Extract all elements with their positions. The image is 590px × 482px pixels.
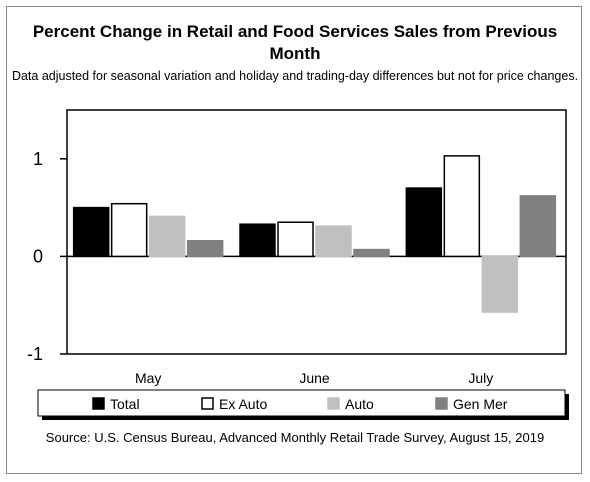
- bar: [481, 255, 519, 313]
- bar: [353, 248, 390, 258]
- bar: [239, 223, 276, 258]
- y-tick-label: 0: [33, 246, 43, 266]
- legend-box: [37, 389, 566, 417]
- legend-swatch: [327, 397, 340, 410]
- category-label: May: [135, 370, 161, 386]
- bar: [405, 187, 443, 258]
- chart-frame: Percent Change in Retail and Food Servic…: [6, 6, 582, 474]
- category-label: June: [299, 370, 330, 386]
- legend-swatch: [435, 397, 448, 410]
- legend-label: Auto: [345, 396, 374, 412]
- y-tick-label: -1: [27, 344, 43, 364]
- bar: [519, 195, 557, 258]
- legend-label: Gen Mer: [453, 396, 508, 412]
- legend-label: Total: [110, 396, 140, 412]
- bar: [110, 202, 148, 258]
- bar: [72, 206, 110, 258]
- chart-subtitle: Data adjusted for seasonal variation and…: [11, 69, 579, 83]
- y-tick-label: 1: [33, 149, 43, 169]
- legend-swatch: [201, 397, 214, 410]
- bar: [315, 225, 352, 258]
- chart-source: Source: U.S. Census Bureau, Advanced Mon…: [45, 430, 545, 445]
- category-label: July: [468, 370, 493, 386]
- bar: [148, 215, 186, 258]
- bar: [186, 240, 224, 258]
- bar: [277, 221, 314, 258]
- bar: [443, 155, 481, 258]
- legend-swatch: [92, 397, 105, 410]
- chart-title: Percent Change in Retail and Food Servic…: [32, 22, 558, 63]
- plot-area: [66, 109, 567, 355]
- legend-label: Ex Auto: [219, 396, 267, 412]
